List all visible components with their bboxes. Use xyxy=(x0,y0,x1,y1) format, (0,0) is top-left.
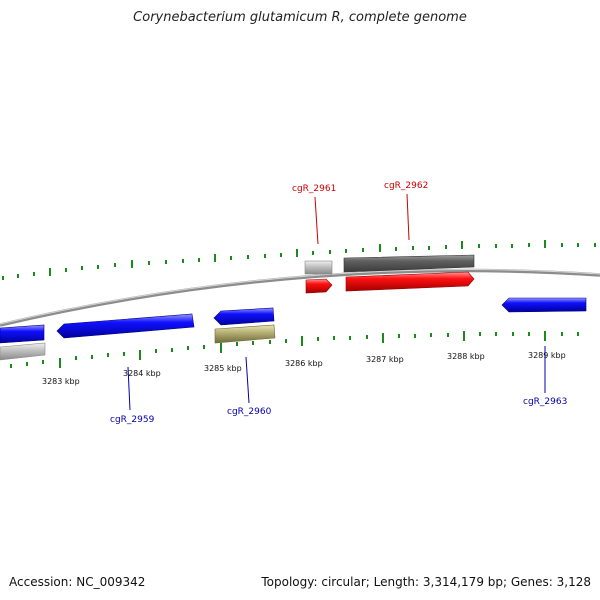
scale-label-3286: 3286 kbp xyxy=(285,359,323,368)
gene-cgR-2961-outer[interactable] xyxy=(304,260,333,275)
scale-label-3283: 3283 kbp xyxy=(42,377,80,386)
accession-text: Accession: NC_009342 xyxy=(9,575,146,589)
scale-label-3285: 3285 kbp xyxy=(204,364,242,373)
label-cgR-2960[interactable]: cgR_2960 xyxy=(227,407,272,417)
gene-cgR-2959[interactable] xyxy=(56,313,195,339)
leader-cgR-2961 xyxy=(314,196,319,245)
genome-backbone xyxy=(0,268,600,327)
gene-cgR-2962[interactable] xyxy=(345,271,475,292)
gene-cgR-2960-outer[interactable] xyxy=(214,324,276,344)
gene-left-partial[interactable] xyxy=(0,324,45,344)
gene-left-partial-outer[interactable] xyxy=(0,342,46,361)
label-cgR-2962[interactable]: cgR_2962 xyxy=(384,181,428,191)
label-cgR-2961[interactable]: cgR_2961 xyxy=(292,184,336,194)
lower-tick-marks xyxy=(10,331,579,368)
scale-label-3284: 3284 kbp xyxy=(123,369,161,378)
scale-label-3287: 3287 kbp xyxy=(366,355,404,364)
leader-cgR-2959 xyxy=(127,366,131,411)
gene-cgR-2962-outer[interactable] xyxy=(343,254,475,273)
label-cgR-2963[interactable]: cgR_2963 xyxy=(523,397,567,407)
scale-label-3289: 3289 kbp xyxy=(528,351,566,360)
gene-cgR-2963[interactable] xyxy=(501,297,587,313)
scale-label-3288: 3288 kbp xyxy=(447,352,485,361)
gene-cgR-2961[interactable] xyxy=(305,278,333,294)
label-cgR-2959[interactable]: cgR_2959 xyxy=(110,415,155,425)
topology-text: Topology: circular; Length: 3,314,179 bp… xyxy=(261,575,591,589)
leader-cgR-2962 xyxy=(406,193,410,241)
map-title: Corynebacterium glutamicum R, complete g… xyxy=(133,10,467,25)
leader-cgR-2960 xyxy=(245,356,250,404)
gene-cgR-2960[interactable] xyxy=(213,307,275,326)
upper-tick-marks xyxy=(2,240,596,280)
